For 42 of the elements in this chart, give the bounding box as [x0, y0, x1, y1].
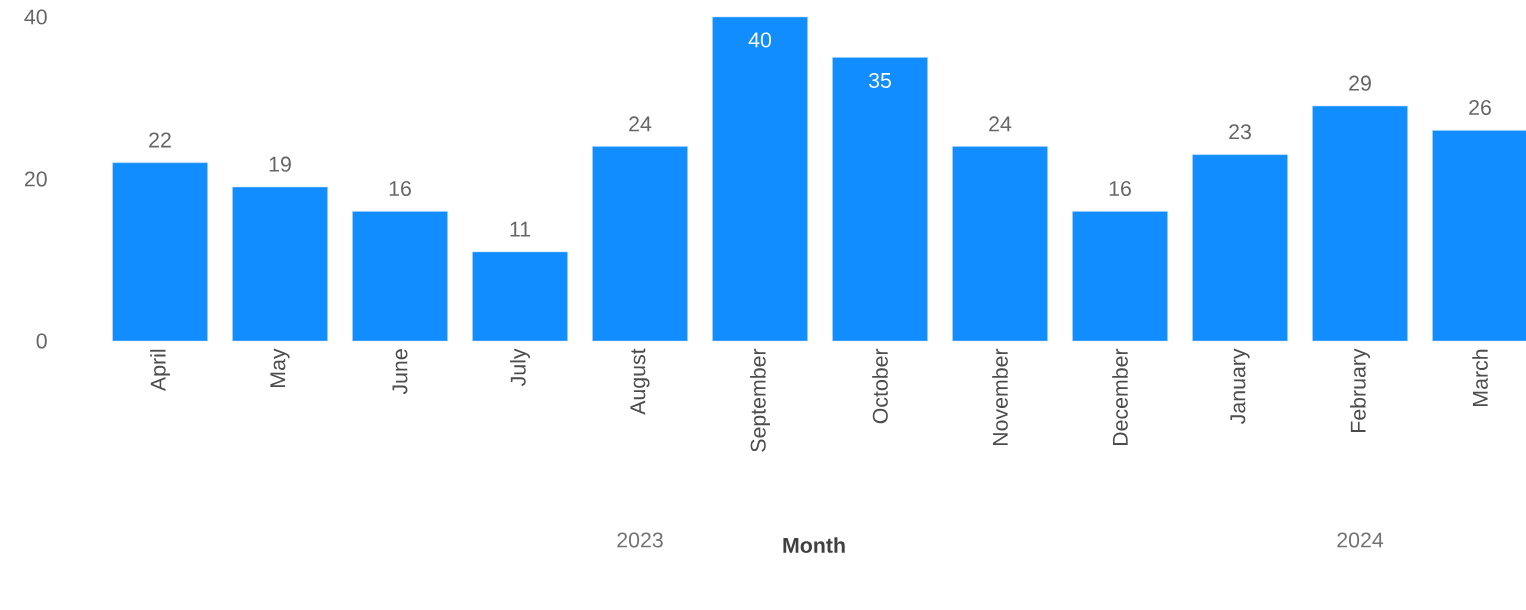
- x-tick-label: August: [630, 348, 650, 415]
- x-tick-label: September: [750, 348, 770, 452]
- data-label: 11: [510, 221, 531, 237]
- bar: [472, 251, 568, 341]
- x-axis-title: Month: [783, 537, 845, 553]
- text: 2023: [617, 532, 663, 548]
- data-label: 35: [868, 72, 891, 88]
- data-label: 22: [149, 132, 171, 148]
- data-label: 40: [748, 32, 772, 48]
- x-tick-label: May: [270, 348, 290, 387]
- data-label: 24: [629, 116, 652, 132]
- data-label: 24: [989, 116, 1012, 132]
- bar: [712, 17, 808, 341]
- x-tick-label: November: [992, 348, 1008, 446]
- bar: [112, 162, 208, 341]
- text: 2024: [1337, 532, 1384, 548]
- bar: [352, 211, 448, 341]
- data-label: 23: [1229, 124, 1251, 140]
- x-tick-label: March: [1472, 349, 1488, 406]
- bar: [952, 146, 1048, 341]
- x-tick-label: June: [392, 349, 408, 395]
- y-tick-label: 40: [24, 9, 47, 25]
- x-tick-label: April: [150, 349, 170, 392]
- data-label: 29: [1349, 75, 1371, 91]
- bar: [232, 187, 328, 341]
- bar: [592, 146, 688, 341]
- data-label: 26: [1469, 99, 1491, 116]
- data-label: 16: [389, 180, 411, 197]
- bar: [1312, 106, 1408, 341]
- x-tick-label: October: [872, 348, 888, 424]
- bar: [1072, 211, 1168, 341]
- bar: [832, 57, 928, 341]
- y-tick-label: 20: [24, 171, 47, 187]
- x-tick-label: July: [510, 348, 530, 386]
- bar: [1432, 130, 1526, 342]
- x-tick-label: December: [1112, 348, 1128, 446]
- x-tick-label: January: [1230, 348, 1250, 424]
- data-label: 16: [1109, 180, 1131, 197]
- bar: [1192, 154, 1288, 341]
- x-tick-label: February: [1350, 348, 1370, 432]
- y-tick-label: 0: [36, 333, 47, 349]
- data-label: 19: [269, 156, 291, 172]
